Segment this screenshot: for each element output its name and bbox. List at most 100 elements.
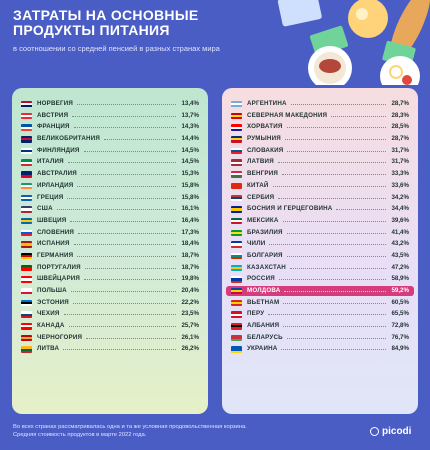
- logo-icon: [370, 426, 379, 436]
- value-label: 22,2%: [181, 298, 199, 306]
- flag-icon: [231, 276, 242, 283]
- flag-icon: [231, 334, 242, 342]
- dot-leader: [78, 232, 176, 234]
- value-label: 14,3%: [181, 123, 199, 131]
- value-label: 60,5%: [391, 298, 409, 306]
- table-row: ШВЕЦИЯ 16,4%: [12, 215, 208, 227]
- flag-icon: [21, 323, 32, 330]
- value-label: 34,4%: [391, 205, 409, 213]
- flag-icon: [231, 159, 242, 166]
- flag-icon: [231, 194, 242, 202]
- country-name: США: [37, 205, 53, 213]
- table-row: ВЕНГРИЯ 33,3%: [222, 168, 418, 180]
- table-row: ПЕРУ 65,5%: [222, 308, 418, 320]
- flag-icon: [21, 112, 32, 120]
- table-row: ШВЕЙЦАРИЯ 19,8%: [12, 273, 208, 285]
- table-row: ЧИЛИ 43,2%: [222, 238, 418, 250]
- country-name: ЛАТВИЯ: [247, 158, 274, 166]
- value-label: 43,5%: [391, 251, 409, 259]
- table-row: БОЛГАРИЯ 43,5%: [222, 250, 418, 262]
- value-label: 16,1%: [181, 205, 199, 213]
- dot-leader: [290, 267, 386, 269]
- dot-leader: [283, 326, 386, 328]
- flag-icon: [21, 299, 32, 307]
- footer-note: Во всех странах рассматривалась одна и т…: [13, 424, 313, 439]
- value-label: 25,7%: [181, 322, 199, 330]
- table-row: ИСПАНИЯ 18,4%: [12, 238, 208, 250]
- dot-leader: [74, 127, 176, 129]
- value-label: 18,7%: [181, 251, 199, 259]
- dot-leader: [285, 139, 386, 141]
- dot-leader: [291, 104, 386, 105]
- table-row: КАЗАХСТАН 47,2%: [222, 262, 418, 274]
- table-row: АРГЕНТИНА 28,7%: [222, 98, 418, 110]
- logo-text: picodi: [382, 426, 412, 437]
- country-name: ВЬЕТНАМ: [247, 298, 280, 306]
- table-row: ЧЕРНОГОРИЯ 26,1%: [12, 332, 208, 344]
- page-subtitle: в соотношении со средней пенсией в разны…: [13, 44, 220, 53]
- value-label: 14,4%: [181, 135, 199, 143]
- dot-leader: [70, 220, 176, 222]
- country-name: ПОЛЬША: [37, 287, 67, 294]
- dot-leader: [269, 244, 386, 246]
- flag-icon: [21, 124, 32, 131]
- table-row: США 16,1%: [12, 203, 208, 215]
- country-name: ЭСТОНИЯ: [37, 298, 69, 306]
- dot-leader: [63, 349, 176, 351]
- flag-icon: [231, 346, 242, 353]
- panel-left: НОРВЕГИЯ 13,4% АВСТРИЯ 13,7% ФРАНЦИЯ 14,3% ВЕЛ…: [12, 88, 208, 414]
- flag-icon: [231, 101, 242, 108]
- country-name: ЛИТВА: [37, 345, 60, 353]
- dot-leader: [68, 162, 176, 164]
- panel-right: АРГЕНТИНА 28,7% СЕВЕРНАЯ МАКЕДОНИЯ 28,3% ХОР…: [222, 88, 418, 414]
- value-label: 19,8%: [181, 275, 199, 283]
- value-label: 43,2%: [391, 240, 409, 248]
- dot-leader: [73, 302, 176, 304]
- dot-leader: [283, 302, 386, 304]
- country-list-right: АРГЕНТИНА 28,7% СЕВЕРНАЯ МАКЕДОНИЯ 28,3% ХОР…: [222, 98, 418, 355]
- flag-icon: [21, 276, 32, 283]
- dot-leader: [287, 337, 386, 339]
- value-label: 16,4%: [181, 216, 199, 224]
- value-label: 20,4%: [181, 287, 199, 294]
- dot-leader: [64, 314, 176, 316]
- value-label: 58,9%: [391, 275, 409, 283]
- table-row: КИТАЙ 33,6%: [222, 180, 418, 192]
- country-name: СЕРБИЯ: [247, 193, 275, 201]
- value-label: 31,7%: [391, 146, 409, 154]
- country-name: АЛБАНИЯ: [247, 322, 280, 330]
- flag-icon: [231, 182, 242, 190]
- country-name: КАНАДА: [37, 322, 65, 330]
- flag-icon: [21, 346, 32, 353]
- flag-icon: [231, 112, 242, 120]
- flag-icon: [231, 241, 242, 248]
- flag-icon: [21, 159, 32, 166]
- country-name: АРГЕНТИНА: [247, 100, 287, 107]
- country-name: НОРВЕГИЯ: [37, 100, 74, 107]
- table-row: УКРАИНА 84,9%: [222, 343, 418, 355]
- country-name: КИТАЙ: [247, 181, 269, 189]
- flag-icon: [231, 311, 242, 318]
- value-label: 76,7%: [391, 333, 409, 341]
- value-label: 59,2%: [391, 287, 409, 294]
- country-name: РУМЫНИЯ: [247, 135, 281, 143]
- value-label: 47,2%: [391, 263, 409, 271]
- table-row: РОССИЯ 58,9%: [222, 273, 418, 285]
- dot-leader: [85, 267, 176, 269]
- dot-leader: [287, 150, 386, 152]
- country-name: ХОРВАТИЯ: [247, 123, 283, 131]
- value-label: 72,8%: [391, 322, 409, 330]
- value-label: 34,2%: [391, 193, 409, 201]
- country-list-left: НОРВЕГИЯ 13,4% АВСТРИЯ 13,7% ФРАНЦИЯ 14,3% ВЕЛ…: [12, 98, 208, 355]
- table-row: БОСНИЯ И ГЕРЦЕГОВИНА 34,4%: [222, 203, 418, 215]
- table-row: АВСТРАЛИЯ 15,3%: [12, 168, 208, 180]
- flag-icon: [21, 194, 32, 202]
- dot-leader: [84, 279, 176, 281]
- footer-note-line1: Во всех странах рассматривалась одна и т…: [13, 424, 247, 430]
- table-row: ГРЕЦИЯ 15,8%: [12, 192, 208, 204]
- flag-icon: [231, 323, 242, 330]
- country-name: БОЛГАРИЯ: [247, 251, 283, 259]
- dot-leader: [336, 209, 386, 211]
- country-name: РОССИЯ: [247, 275, 275, 283]
- country-name: КАЗАХСТАН: [247, 263, 286, 271]
